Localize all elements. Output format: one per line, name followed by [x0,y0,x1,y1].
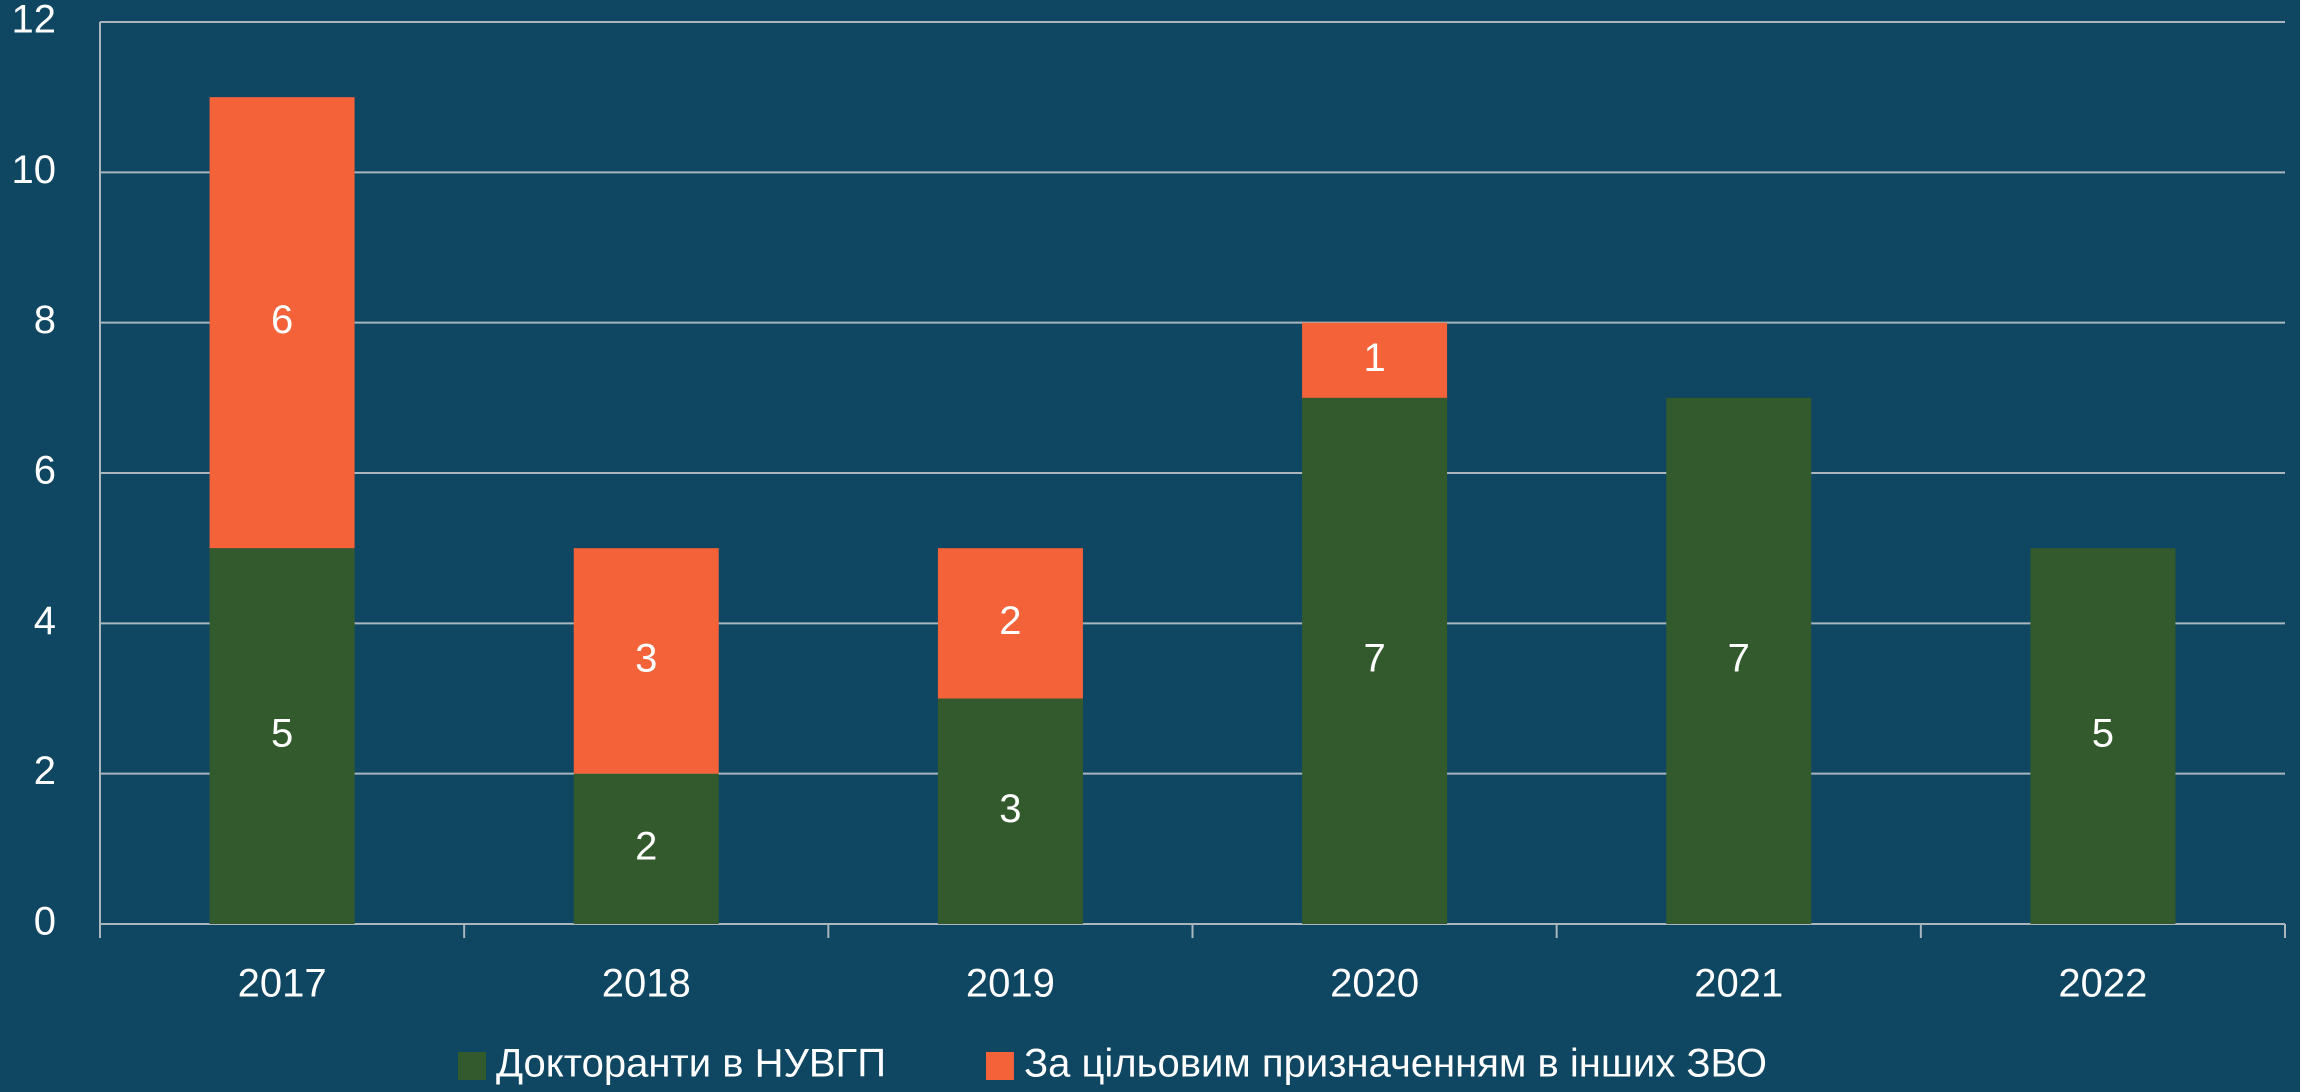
y-tick-label: 4 [34,599,56,643]
data-label: 5 [271,712,293,756]
data-label: 6 [271,298,293,342]
bar-segment [1666,397,1812,924]
x-tick-label: 2017 [238,962,327,1006]
y-tick-label: 8 [34,298,56,342]
data-label: 2 [635,824,657,868]
x-tick-label: 2022 [2058,962,2147,1006]
legend-swatch [985,1052,1014,1080]
data-label: 3 [635,636,657,680]
bar-segment [573,548,719,774]
bar-segment [209,97,355,549]
data-label: 2 [999,599,1021,643]
y-tick-label: 0 [34,900,56,944]
data-label: 3 [999,787,1021,831]
bar-segment [209,548,355,924]
legend-label: Докторанти в НУВГП [496,1042,886,1086]
bar-segment [937,698,1083,924]
legend-label: За цільовим призначенням в інших ЗВО [1024,1042,1767,1086]
bar-segment [937,548,1083,699]
bar-segment [573,773,719,924]
x-tick-label: 2020 [1330,962,1419,1006]
data-label: 1 [1363,336,1385,380]
x-tick-label: 2019 [966,962,1055,1006]
data-label: 7 [1728,636,1750,680]
y-tick-label: 10 [12,148,57,192]
x-tick-label: 2021 [1694,962,1783,1006]
y-tick-label: 2 [34,749,56,793]
y-tick-label: 6 [34,449,56,493]
bar-segment [1302,397,1448,924]
legend-swatch [458,1052,486,1080]
y-tick-label: 12 [12,0,57,42]
bar-segment [2030,548,2176,924]
x-tick-label: 2018 [602,962,691,1006]
data-label: 5 [2092,712,2114,756]
data-label: 7 [1363,636,1385,680]
bar-segment [1302,322,1448,398]
